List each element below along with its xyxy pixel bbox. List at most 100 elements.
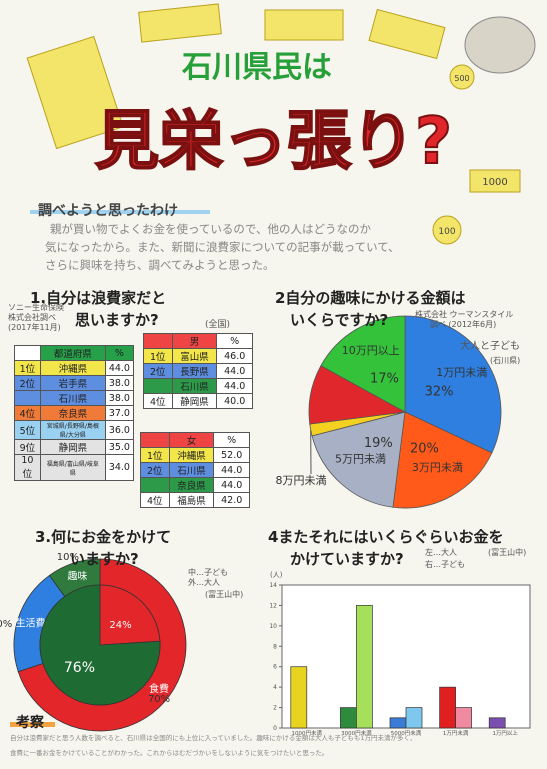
bar: [290, 666, 308, 729]
prefecture: 石川県: [168, 462, 215, 478]
note: 中…子ども: [188, 568, 228, 577]
table-row: 2位 長野県 44.0: [143, 363, 253, 379]
slice-label: 趣味: [67, 570, 87, 583]
prefecture: 静岡県: [171, 393, 218, 409]
plot-frame: [281, 584, 531, 729]
donut-slice: [99, 584, 161, 646]
slice-value: 10%: [57, 552, 79, 563]
bar: [455, 707, 472, 729]
source: ソニー生命保険: [8, 303, 64, 312]
ranking-table: 男% 1位 富山県 46.0 2位 長野県 44.0 石川県 44.0 4位 静岡県 40.0: [143, 333, 253, 409]
question: 思いますか?: [75, 311, 159, 329]
y-tick-label: 4: [273, 684, 277, 691]
x-tick-label: 1万円以上: [492, 729, 518, 737]
question: いくらですか?: [290, 311, 389, 329]
rank: [140, 477, 170, 493]
pie-slice: [311, 411, 406, 508]
y-tick-label: 2: [273, 705, 277, 712]
table-row: 1位 沖縄県 52.0: [140, 447, 250, 463]
column-header: 都道府県: [39, 345, 106, 361]
y-tick-label: 14: [269, 582, 277, 589]
slice-label: 1万円未満: [436, 366, 487, 379]
bill-label: 1000: [482, 177, 507, 188]
slice-value: 32%: [425, 384, 454, 399]
slice-value: 24%: [109, 620, 131, 631]
pie-slice: [392, 411, 493, 509]
y-tick-label: 8: [273, 643, 277, 650]
slice-value: 20%: [410, 441, 439, 456]
headline: 見栄っ張り?: [94, 104, 453, 180]
donut-slice: [39, 584, 161, 706]
slice-label: 生活費: [16, 616, 46, 629]
y-tick-label: 0: [273, 725, 277, 732]
purse: [464, 16, 536, 74]
bar: [488, 717, 506, 729]
question: 2自分の趣味にかける金額は: [275, 289, 466, 307]
note: 外…大人: [188, 578, 220, 587]
slice-label: 食費: [149, 682, 169, 695]
percent: 36.0: [104, 420, 135, 440]
note: (富王山中): [488, 548, 527, 557]
ranking-table: 都道府県% 1位 沖縄県 44.0 2位 岩手県 38.0 石川県 38.0 4位 奈良県 37.0 5…: [14, 345, 135, 481]
bar: [405, 707, 423, 729]
percent: 40.0: [216, 393, 253, 409]
table-row: 10位 福島県/富山県/岐阜県 34.0: [14, 454, 135, 481]
percent: 44.0: [104, 360, 135, 376]
bar: [439, 686, 456, 729]
table-row: 2位 岩手県 38.0: [14, 375, 135, 391]
percent: 44.0: [213, 477, 250, 493]
bar: [356, 605, 373, 729]
column-header: 男: [171, 333, 218, 349]
percent: 44.0: [213, 462, 250, 478]
rank: [143, 378, 173, 394]
column-header: %: [213, 432, 250, 448]
table-header: 男%: [143, 333, 253, 349]
note: (富王山中): [205, 590, 244, 599]
question: 1.自分は浪費家だと: [30, 289, 167, 307]
note: 左…大人: [425, 548, 457, 557]
bill: [469, 169, 521, 193]
prefecture: 石川県: [39, 390, 106, 406]
table-row: 石川県 44.0: [143, 378, 253, 394]
rank: 4位: [143, 393, 173, 409]
reason-line: 親が買い物でよくお金を使っているので、他の人はどうなのか: [50, 222, 371, 236]
percent: 38.0: [104, 375, 135, 391]
rank: [14, 390, 41, 406]
prefecture: 宮城県/長野県/島根県/大分県: [39, 420, 106, 440]
bar: [340, 707, 357, 729]
rank: 4位: [140, 492, 170, 508]
decoration: 1000 100 500: [10, 3, 536, 727]
slice-label: 5万円未満: [335, 452, 386, 465]
conclusion-heading: 考察: [16, 715, 44, 731]
percent: 35.0: [104, 439, 135, 455]
rank: 2位: [143, 363, 173, 379]
table-row: 4位 奈良県 37.0: [14, 405, 135, 421]
percent: 44.0: [216, 363, 253, 379]
percent: 42.0: [213, 492, 250, 508]
rank: 9位: [14, 439, 41, 455]
bill: [368, 8, 446, 60]
scope: (全国): [205, 320, 231, 330]
question: かけていますか?: [290, 550, 404, 568]
x-tick-label: 3000円未満: [341, 729, 372, 737]
table-row: 奈良県 44.0: [140, 477, 250, 493]
reason-line: 気になったから。また、新聞に浪費家についての記事が載っていて、: [45, 240, 400, 254]
bar: [389, 717, 407, 729]
prefecture: 静岡県: [39, 439, 106, 455]
y-axis-label: (人): [270, 571, 283, 579]
percent: 34.0: [104, 454, 135, 481]
note: 大人と子ども: [460, 341, 520, 352]
source: 株式会社調べ: [8, 313, 56, 322]
prefecture: 富山県: [171, 348, 218, 364]
slice-value: 19%: [364, 436, 393, 451]
percent: 38.0: [104, 390, 135, 406]
prefecture: 福島県: [168, 492, 215, 508]
rank: 5位: [14, 420, 41, 440]
prefecture: 沖縄県: [168, 447, 215, 463]
table-row: 4位 静岡県 40.0: [143, 393, 253, 409]
prefecture: 福島県/富山県/岐阜県: [39, 454, 106, 481]
bill: [138, 3, 222, 43]
rank-header: [14, 345, 41, 361]
prefecture: 岩手県: [39, 375, 106, 391]
